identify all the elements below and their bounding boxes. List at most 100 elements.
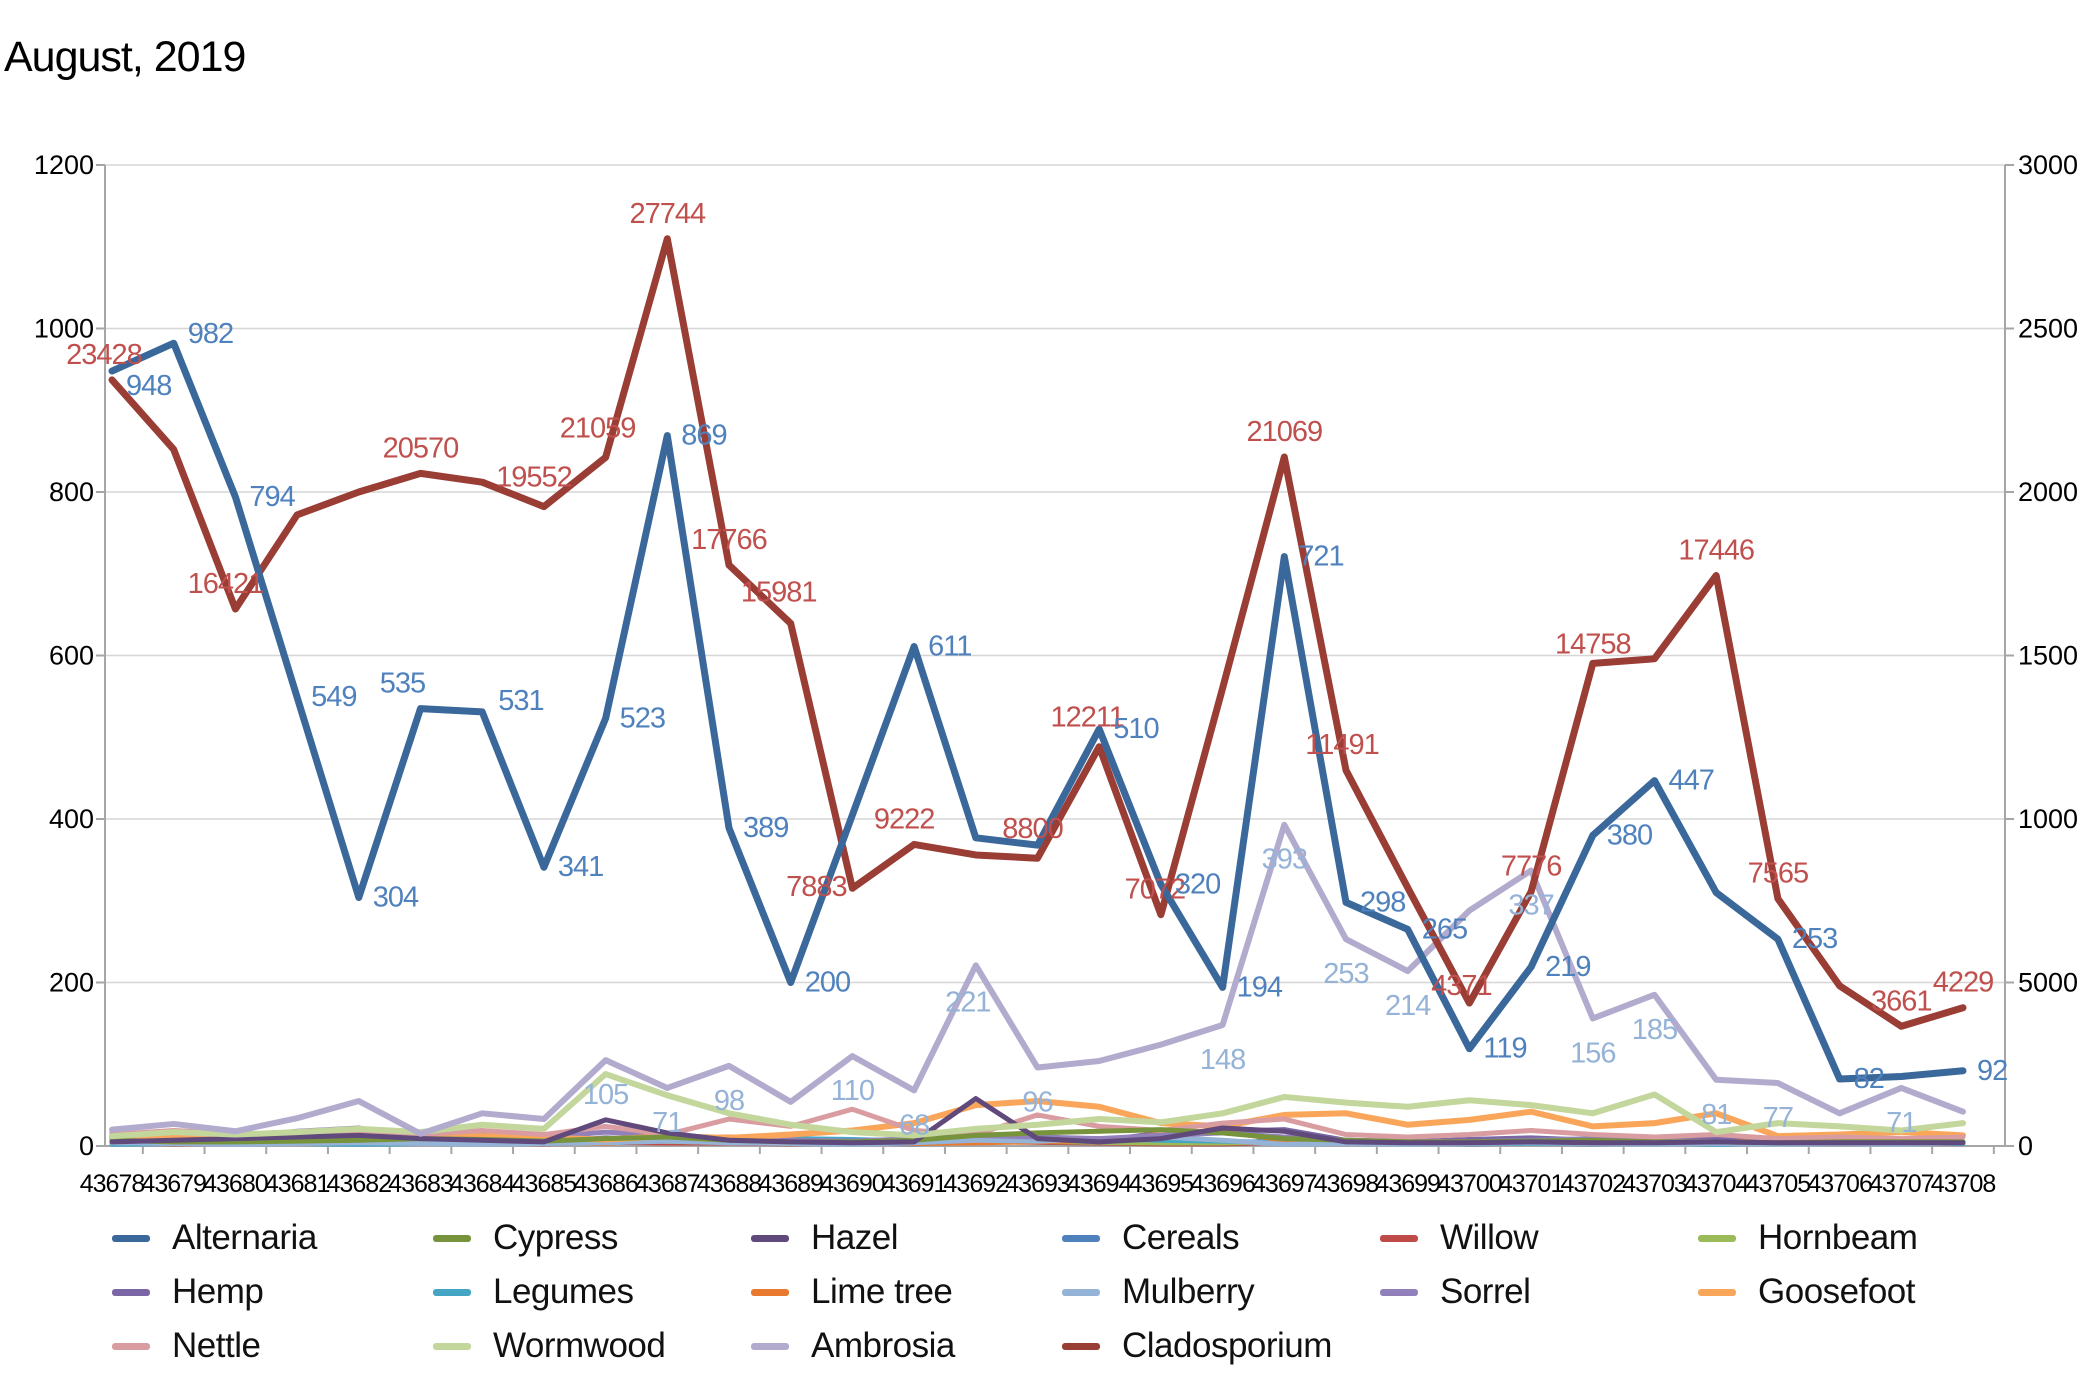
data-label-alternaria: 265 <box>1422 913 1467 945</box>
legend-item-sorrel: Sorrel <box>1380 1272 1531 1312</box>
data-label-cladosporium: 17766 <box>691 524 767 556</box>
x-axis-label: 43696 <box>1190 1170 1255 1198</box>
x-axis-label: 43708 <box>1931 1170 1996 1198</box>
x-axis-label: 43682 <box>327 1170 392 1198</box>
x-axis-label: 43691 <box>882 1170 947 1198</box>
data-label-cladosporium: 3661 <box>1871 985 1932 1017</box>
data-label-alternaria: 523 <box>620 702 665 734</box>
legend-label: Wormwood <box>493 1326 666 1365</box>
legend-marker <box>1062 1342 1100 1350</box>
x-axis-label: 43704 <box>1684 1170 1750 1198</box>
x-axis-label: 43686 <box>573 1170 638 1198</box>
legend-marker <box>433 1234 471 1242</box>
data-label-cladosporium: 23428 <box>66 339 142 371</box>
left-axis-label: 1200 <box>34 150 94 180</box>
right-axis-label: 30000 <box>2018 150 2078 180</box>
legend-item-hemp: Hemp <box>112 1272 264 1312</box>
legend-label: Nettle <box>172 1326 261 1365</box>
data-label-alternaria: 304 <box>373 881 419 913</box>
data-label-alternaria: 447 <box>1669 765 1714 797</box>
left-axis-label: 400 <box>49 804 94 834</box>
x-axis-label: 43689 <box>758 1170 823 1198</box>
legend-label: Hemp <box>172 1272 264 1311</box>
data-label-ambrosia: 393 <box>1262 844 1307 876</box>
x-axis-label: 43692 <box>944 1170 1009 1198</box>
data-label-alternaria: 549 <box>311 681 356 713</box>
data-label-alternaria: 253 <box>1792 923 1837 955</box>
data-label-alternaria: 611 <box>928 631 971 663</box>
x-axis-label: 43703 <box>1622 1170 1687 1198</box>
x-axis-label: 43707 <box>1869 1170 1934 1198</box>
legend-marker <box>751 1234 789 1242</box>
data-label-cladosporium: 21059 <box>560 412 636 444</box>
x-axis-label: 43687 <box>635 1170 700 1198</box>
data-label-ambrosia: 68 <box>899 1109 929 1141</box>
data-label-ambrosia: 253 <box>1323 958 1368 990</box>
data-label-ambrosia: 98 <box>714 1085 744 1117</box>
data-label-ambrosia: 71 <box>1886 1107 1916 1139</box>
left-axis-label: 0 <box>79 1131 94 1161</box>
legend-marker <box>1698 1234 1736 1242</box>
legend-marker <box>112 1342 150 1350</box>
data-label-ambrosia: 105 <box>583 1079 628 1111</box>
legend-marker <box>1062 1234 1100 1242</box>
data-label-cladosporium: 7565 <box>1748 858 1809 890</box>
data-label-alternaria: 389 <box>743 812 788 844</box>
legend-label: Ambrosia <box>811 1326 955 1365</box>
x-axis-label: 43693 <box>1005 1170 1070 1198</box>
left-axis-label: 200 <box>49 968 94 998</box>
legend-marker <box>433 1342 471 1350</box>
x-axis-label: 43698 <box>1314 1170 1379 1198</box>
x-axis-label: 43680 <box>203 1170 268 1198</box>
data-label-cladosporium: 14758 <box>1555 628 1631 660</box>
legend-item-legumes: Legumes <box>433 1272 634 1312</box>
series-line-hazel <box>109 1096 1966 1146</box>
data-label-alternaria: 194 <box>1237 971 1283 1003</box>
x-axis-label: 43678 <box>80 1170 145 1198</box>
data-label-cladosporium: 8800 <box>1002 813 1063 845</box>
legend-marker <box>1380 1234 1418 1242</box>
data-label-ambrosia: 156 <box>1570 1037 1615 1069</box>
legend-item-cladosporium: Cladosporium <box>1062 1326 1332 1366</box>
legend-label: Lime tree <box>811 1272 953 1311</box>
data-label-alternaria: 320 <box>1175 868 1220 900</box>
data-label-cladosporium: 20570 <box>383 432 459 464</box>
data-label-cladosporium: 9222 <box>874 803 935 835</box>
data-label-cladosporium: 7776 <box>1501 851 1562 883</box>
data-label-ambrosia: 71 <box>652 1107 682 1139</box>
x-axis-label: 43694 <box>1067 1170 1133 1198</box>
legend-marker <box>751 1342 789 1350</box>
data-label-ambrosia: 185 <box>1632 1014 1677 1046</box>
data-label-cladosporium: 4371 <box>1431 970 1492 1002</box>
legend-marker <box>1062 1288 1100 1296</box>
data-label-alternaria: 92 <box>1977 1055 2007 1087</box>
legend-marker <box>1380 1288 1418 1296</box>
data-label-cladosporium: 17446 <box>1678 535 1754 567</box>
line-chart-plot: 0 0 200 5000 400 10000 600 15000 800 20000 1000 250… <box>34 150 2078 1198</box>
data-label-cladosporium: 7883 <box>786 871 847 903</box>
legend-item-nettle: Nettle <box>112 1326 261 1366</box>
data-label-alternaria: 531 <box>498 685 543 717</box>
data-label-cladosporium: 21069 <box>1246 416 1322 448</box>
legend-marker <box>1698 1288 1736 1296</box>
data-label-cladosporium: 7072 <box>1125 874 1186 906</box>
left-axis-label: 1000 <box>34 314 94 344</box>
legend-label: Legumes <box>493 1272 634 1311</box>
left-axis-label: 800 <box>49 477 94 507</box>
data-label-alternaria: 535 <box>380 668 425 700</box>
data-label-cladosporium: 19552 <box>496 462 572 494</box>
data-label-alternaria: 82 <box>1854 1063 1884 1095</box>
series-line-cladosporium <box>108 235 1967 1030</box>
data-label-cladosporium: 11491 <box>1305 729 1379 761</box>
x-axis-label: 43679 <box>141 1170 206 1198</box>
legend-marker <box>112 1234 150 1242</box>
x-axis-label: 43681 <box>265 1170 330 1198</box>
x-axis-label: 43702 <box>1561 1170 1626 1198</box>
x-axis-label: 43683 <box>388 1170 453 1198</box>
x-axis-label: 43697 <box>1252 1170 1317 1198</box>
legend-item-goosefoot: Goosefoot <box>1698 1272 1916 1312</box>
data-label-alternaria: 948 <box>126 370 171 402</box>
left-axis-label: 600 <box>49 641 94 671</box>
data-label-cladosporium: 27744 <box>629 198 706 230</box>
x-axis-label: 43705 <box>1746 1170 1811 1198</box>
